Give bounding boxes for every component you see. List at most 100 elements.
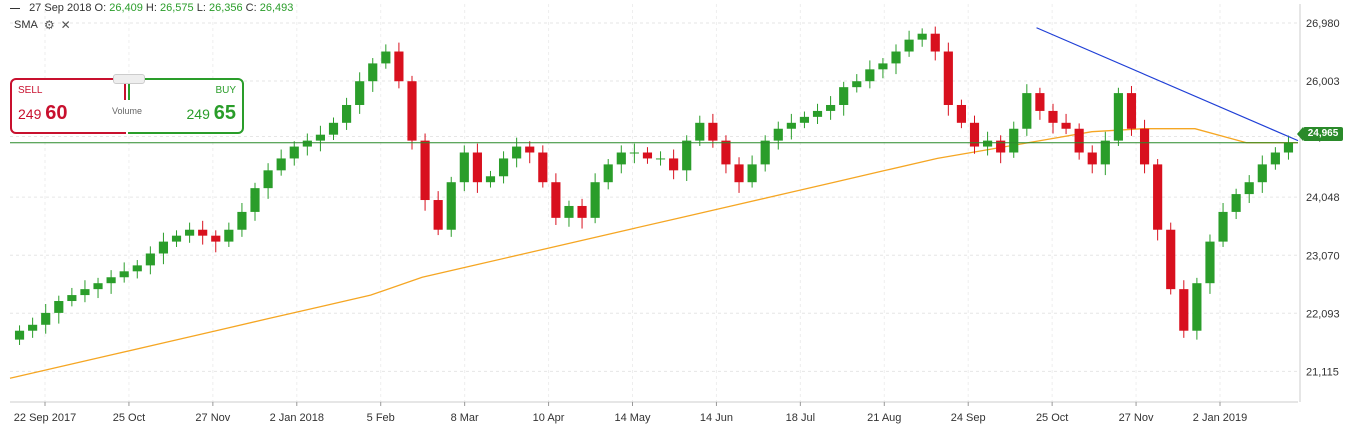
x-tick-label: 25 Oct — [1036, 412, 1068, 424]
candle-body — [956, 104, 966, 123]
candle-body — [852, 81, 862, 88]
candle-body — [381, 51, 391, 64]
sma-line-layer — [9, 128, 1298, 379]
high-label: H: — [145, 2, 157, 14]
candle-body — [917, 33, 927, 40]
candle-body — [93, 283, 103, 290]
candle-body — [433, 200, 443, 230]
candle-body — [1074, 128, 1084, 153]
candle-body — [1035, 93, 1045, 111]
candle-body — [669, 158, 679, 171]
x-tick-label: 14 Jun — [700, 412, 733, 424]
candle-body — [812, 110, 823, 117]
x-tick-label: 24 Sep — [951, 412, 986, 424]
buy-price-big: 249 — [186, 106, 210, 122]
candle-body — [747, 164, 757, 183]
candle-body — [1048, 110, 1058, 123]
candle-body — [891, 51, 901, 64]
candle-body — [512, 146, 522, 159]
sell-label: SELL — [18, 85, 43, 96]
grid-lines — [10, 4, 1298, 402]
candle-body — [328, 122, 339, 135]
candle-body — [1257, 164, 1267, 183]
x-tick-label: 25 Oct — [113, 412, 145, 424]
candle-body — [655, 158, 666, 160]
candle-body — [708, 122, 718, 141]
candle-body — [799, 116, 810, 123]
drag-handle[interactable] — [113, 74, 145, 84]
candle-body — [826, 104, 836, 111]
candle-body — [132, 265, 142, 272]
ohlc-date: 27 Sep 2018 — [29, 2, 92, 14]
candle-body — [1061, 122, 1071, 129]
candle-body — [1126, 93, 1137, 129]
sma-indicator-row: SMA ⚙ ✕ — [14, 18, 71, 32]
gear-icon[interactable]: ⚙ — [43, 18, 55, 32]
x-tick-label: 5 Feb — [367, 412, 395, 424]
close-label: C: — [245, 2, 257, 14]
candle-body — [525, 146, 535, 153]
candle-body — [485, 176, 496, 183]
candle-body — [629, 152, 639, 154]
candle-body — [786, 122, 796, 129]
candle-body — [577, 205, 587, 218]
candle-body — [734, 164, 744, 183]
candle-body — [106, 277, 116, 284]
candle-body — [983, 140, 993, 147]
trade-widget: SELL 249 60 BUY 249 65 Volume — [10, 74, 244, 134]
sma-line — [9, 128, 1298, 379]
candle-body — [603, 164, 613, 183]
series-dash-icon — [10, 7, 20, 9]
candle-body — [302, 140, 312, 147]
x-tick-label: 8 Mar — [451, 412, 479, 424]
candle-body — [590, 182, 600, 218]
ohlc-readout: 27 Sep 2018 O: 26,409 H: 26,575 L: 26,35… — [10, 2, 293, 14]
candle-body — [564, 205, 574, 218]
y-axis: 26,98026,00325,07024,04823,07022,09321,1… — [1299, 4, 1340, 402]
candle-body — [472, 152, 482, 183]
candle-body — [1205, 241, 1215, 284]
candle-body — [1192, 283, 1202, 331]
close-icon[interactable]: ✕ — [60, 18, 71, 32]
candle-body — [368, 63, 378, 82]
candle-body — [760, 140, 770, 165]
candle-body — [695, 122, 705, 141]
candle-body — [1179, 289, 1189, 331]
candle-body — [145, 253, 155, 266]
y-tick-label: 23,070 — [1306, 250, 1340, 262]
candle-body — [54, 301, 64, 313]
candle-body — [498, 158, 509, 177]
candle-body — [904, 39, 914, 52]
candle-body — [616, 152, 626, 165]
x-axis: 22 Sep 2017 25 Oct 27 Nov 2 Jan 2018 5 Feb 8 … — [10, 401, 1298, 424]
high-value: 26,575 — [159, 2, 194, 14]
candle-body — [459, 152, 469, 183]
candle-body — [289, 146, 299, 159]
candle-body — [773, 128, 783, 141]
y-tick-label: 26,003 — [1306, 76, 1340, 88]
low-label: L: — [196, 2, 206, 14]
candle-body — [1139, 128, 1150, 165]
open-value: 26,409 — [109, 2, 143, 14]
sell-price-small: 60 — [45, 102, 68, 124]
trend-line[interactable] — [1036, 27, 1299, 142]
candle-body — [342, 104, 352, 123]
x-tick-label: 14 May — [614, 412, 651, 424]
x-tick-label: 27 Nov — [195, 412, 230, 424]
candle-body — [1113, 93, 1123, 141]
y-tick-label: 26,980 — [1306, 18, 1340, 30]
candle-body — [538, 152, 548, 183]
candle-body — [420, 140, 430, 201]
x-tick-label: 2 Jan 2019 — [1193, 412, 1247, 424]
candle-body — [878, 63, 888, 70]
volume-toggle[interactable]: Volume — [92, 100, 162, 132]
close-value: 26,493 — [259, 2, 294, 14]
candle-body — [394, 51, 404, 82]
candle-body — [41, 312, 51, 325]
y-tick-label: 21,115 — [1306, 366, 1339, 378]
low-value: 26,356 — [208, 2, 243, 14]
candle-body — [407, 81, 417, 141]
buy-price-small: 65 — [213, 102, 236, 124]
x-tick-label: 27 Nov — [1119, 412, 1154, 424]
